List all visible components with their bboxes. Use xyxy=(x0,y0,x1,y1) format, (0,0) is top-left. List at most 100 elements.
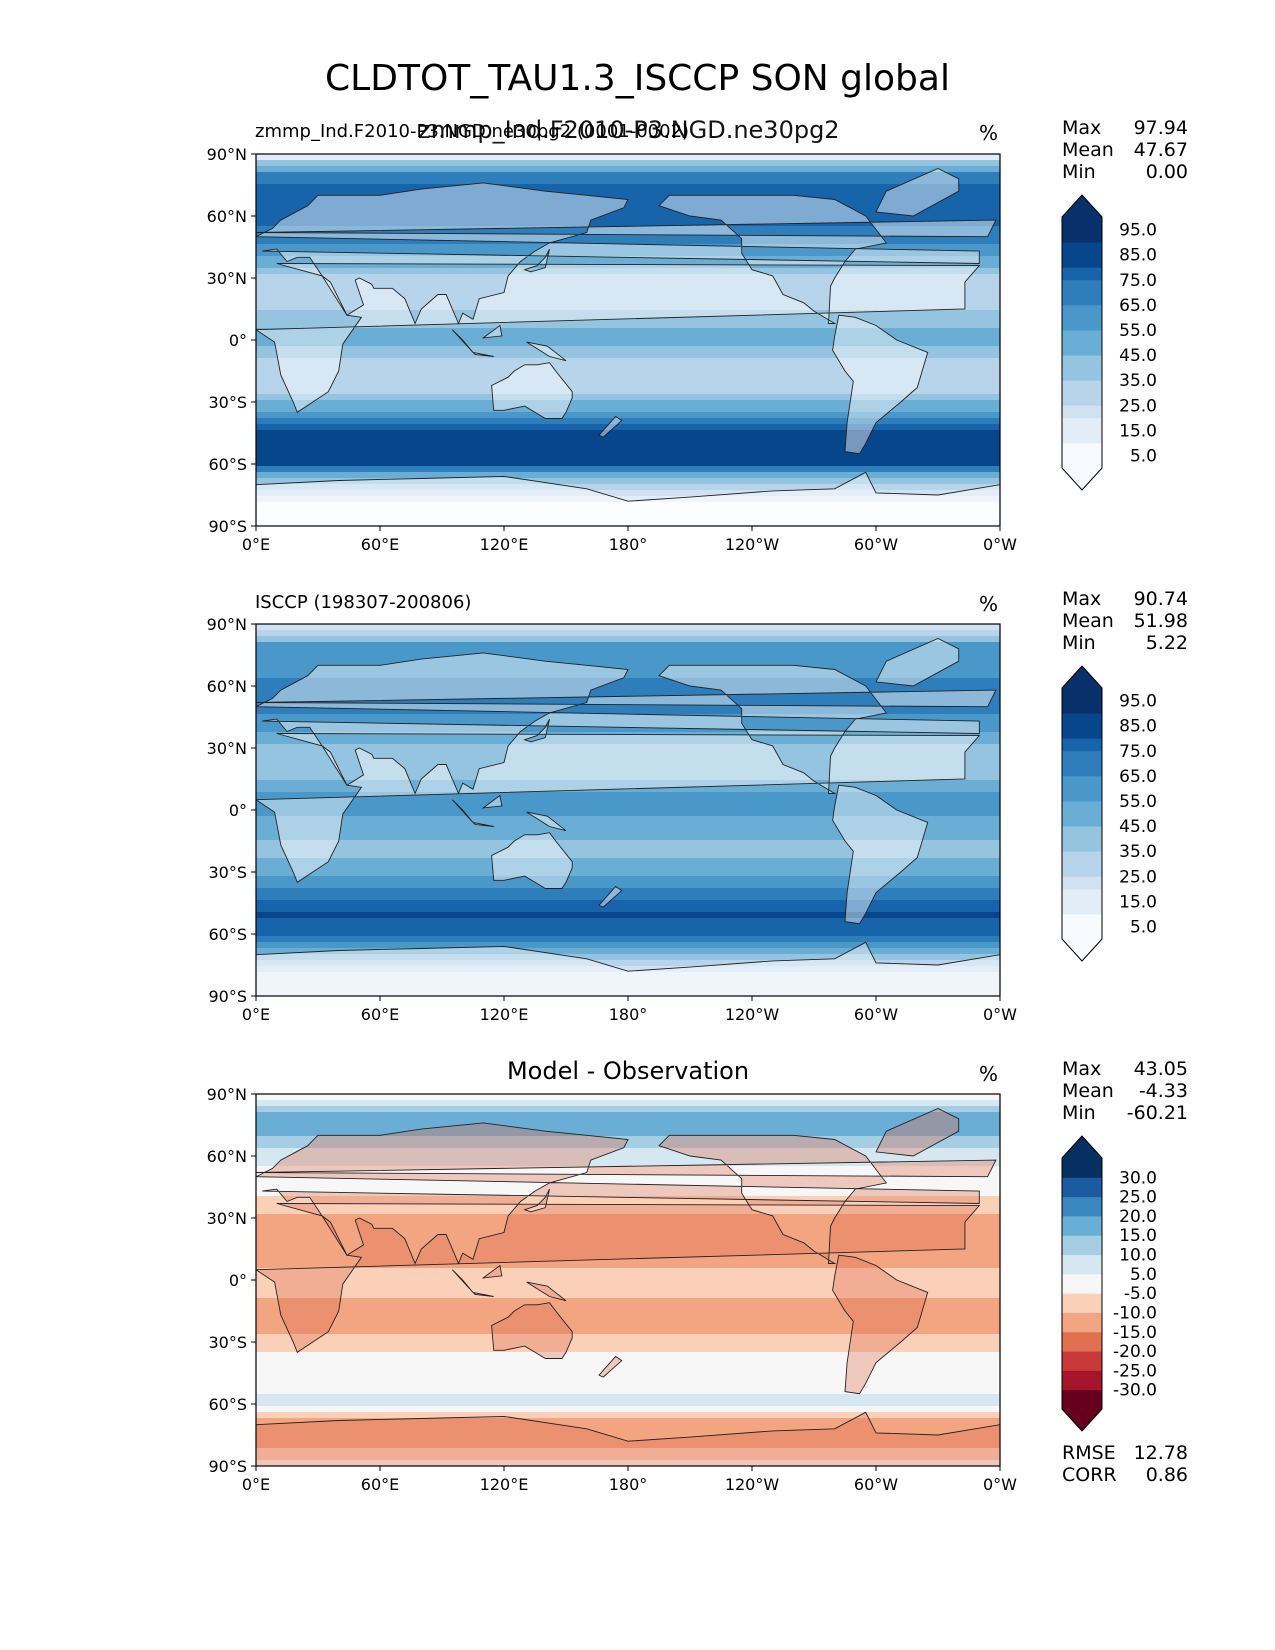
field-band xyxy=(256,268,1000,275)
field-band xyxy=(256,1232,1000,1239)
colorbar-bin xyxy=(1062,217,1102,231)
field-band xyxy=(256,496,1000,503)
colorbar-bin xyxy=(1062,242,1102,256)
field-band xyxy=(256,1268,1000,1275)
field-band xyxy=(256,430,1000,437)
corr-value: 0.86 xyxy=(1145,1464,1188,1486)
y-tick-label: 30°S xyxy=(208,393,247,412)
y-tick-label: 60°N xyxy=(207,207,247,226)
field-band xyxy=(256,852,1000,859)
panel3-stat-label: Mean xyxy=(1062,1080,1114,1102)
field-band xyxy=(256,924,1000,931)
panel1-left-title: zmmp_Ind.F2010-P3.NGD.ne30pg2 (0001-0002… xyxy=(255,121,690,142)
y-tick-label: 90°N xyxy=(207,1085,247,1104)
panel3-stat-label: Max xyxy=(1062,1058,1102,1080)
field-band xyxy=(256,972,1000,979)
field-band xyxy=(256,1238,1000,1245)
field-band xyxy=(256,190,1000,197)
field-band xyxy=(256,340,1000,347)
field-band xyxy=(256,244,1000,251)
field-band xyxy=(256,1364,1000,1371)
x-tick-label: 60°E xyxy=(361,1475,399,1494)
field-band xyxy=(256,672,1000,679)
colorbar-bin xyxy=(1062,392,1102,406)
field-band xyxy=(256,490,1000,497)
colorbar-bin xyxy=(1062,775,1102,789)
field-band xyxy=(256,214,1000,221)
colorbar-tick-label: -25.0 xyxy=(1113,1361,1157,1381)
panel3-stat-value: -4.33 xyxy=(1138,1080,1188,1102)
x-tick-label: 60°W xyxy=(854,535,898,554)
field-band xyxy=(256,382,1000,389)
colorbar-bin xyxy=(1062,826,1102,840)
colorbar-bin xyxy=(1062,1158,1102,1178)
field-band xyxy=(256,352,1000,359)
field-band xyxy=(256,1214,1000,1221)
field-band xyxy=(256,1328,1000,1335)
field-band xyxy=(256,720,1000,727)
x-tick-label: 60°W xyxy=(854,1005,898,1024)
x-tick-label: 120°W xyxy=(725,535,780,554)
colorbar-tick-label: 85.0 xyxy=(1119,717,1157,737)
field-band xyxy=(256,918,1000,925)
field-band xyxy=(256,1250,1000,1257)
field-band xyxy=(256,690,1000,697)
corr-label: CORR xyxy=(1062,1464,1117,1486)
field-band xyxy=(256,1334,1000,1341)
field-band xyxy=(256,1286,1000,1293)
field-band xyxy=(256,220,1000,227)
colorbar-tick-label: 65.0 xyxy=(1119,296,1157,316)
x-tick-label: 60°E xyxy=(361,535,399,554)
field-band xyxy=(256,708,1000,715)
field-band xyxy=(256,394,1000,401)
colorbar-tick-label: 5.0 xyxy=(1130,917,1157,937)
panel1-stat-value: 0.00 xyxy=(1145,161,1188,183)
panel1-stat-label: Max xyxy=(1062,117,1102,139)
rmse-value: 12.78 xyxy=(1133,1442,1188,1464)
field-band xyxy=(256,936,1000,943)
field-band xyxy=(256,1430,1000,1437)
field-band xyxy=(256,520,1000,526)
y-tick-label: 60°N xyxy=(207,1147,247,1166)
field-band xyxy=(256,346,1000,353)
colorbar-bin xyxy=(1062,1215,1102,1236)
field-band xyxy=(256,1142,1000,1149)
colorbar-bin xyxy=(1062,1312,1102,1333)
field-band xyxy=(256,810,1000,817)
x-tick-label: 60°W xyxy=(854,1475,898,1494)
field-band xyxy=(256,508,1000,515)
y-tick-label: 30°S xyxy=(208,863,247,882)
colorbar-bin xyxy=(1062,913,1102,927)
field-band xyxy=(256,1304,1000,1311)
field-band xyxy=(256,798,1000,805)
map-panel-1: 90°N 60°N 30°N 0° 30°S 60°S 90°S0°E 60°E 120°E 18… xyxy=(207,145,1018,554)
colorbar-bin xyxy=(1062,838,1102,852)
colorbar-bin xyxy=(1062,725,1102,739)
colorbar-extend-min xyxy=(1062,939,1102,961)
field-band xyxy=(256,1112,1000,1119)
colorbar-tick-label: 25.0 xyxy=(1119,396,1157,416)
colorbar-bin xyxy=(1062,267,1102,281)
field-band xyxy=(256,478,1000,485)
field-band xyxy=(256,792,1000,799)
field-band xyxy=(256,202,1000,209)
map-panel-2: 90°N 60°N 30°N 0° 30°S 60°S 90°S0°E 60°E 120°E 18… xyxy=(207,615,1018,1024)
panel1-stat-value: 97.94 xyxy=(1133,117,1188,139)
panel3-stat-label: Min xyxy=(1062,1102,1096,1124)
field-band xyxy=(256,502,1000,509)
colorbar-bin xyxy=(1062,279,1102,293)
colorbar-tick-label: 95.0 xyxy=(1119,692,1157,712)
panel3-stat-value: -60.21 xyxy=(1126,1102,1188,1124)
colorbar-tick-label: -5.0 xyxy=(1124,1284,1157,1304)
field-band xyxy=(256,738,1000,745)
field-band xyxy=(256,304,1000,311)
colorbar-tick-label: 65.0 xyxy=(1119,767,1157,787)
panel1-units: % xyxy=(979,121,999,145)
colorbar-bin xyxy=(1062,367,1102,381)
x-tick-label: 0°E xyxy=(242,1005,270,1024)
colorbar-extend-min xyxy=(1062,1409,1102,1431)
field-band xyxy=(256,846,1000,853)
field-band xyxy=(256,274,1000,281)
colorbar-bin xyxy=(1062,851,1102,865)
colorbar-bin xyxy=(1062,317,1102,331)
